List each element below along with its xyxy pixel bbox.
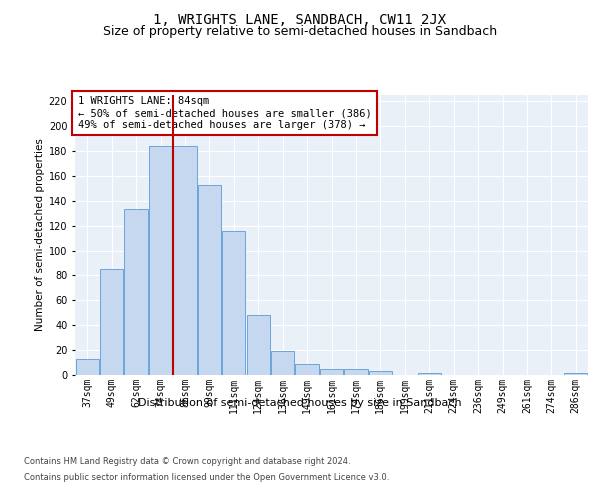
Text: Distribution of semi-detached houses by size in Sandbach: Distribution of semi-detached houses by … [138, 398, 462, 407]
Text: Size of property relative to semi-detached houses in Sandbach: Size of property relative to semi-detach… [103, 25, 497, 38]
Bar [418, 372, 441, 375]
Bar [271, 352, 294, 375]
Text: 1 WRIGHTS LANE: 84sqm
← 50% of semi-detached houses are smaller (386)
49% of sem: 1 WRIGHTS LANE: 84sqm ← 50% of semi-deta… [77, 96, 371, 130]
Bar [320, 369, 343, 375]
Y-axis label: Number of semi-detached properties: Number of semi-detached properties [35, 138, 44, 332]
Bar [295, 364, 319, 375]
Bar [344, 369, 368, 375]
Bar [149, 146, 172, 375]
Bar [564, 372, 587, 375]
Bar [100, 269, 123, 375]
Bar [222, 230, 245, 375]
Bar [247, 316, 270, 375]
Bar [76, 359, 99, 375]
Bar [173, 146, 197, 375]
Bar [124, 210, 148, 375]
Text: 1, WRIGHTS LANE, SANDBACH, CW11 2JX: 1, WRIGHTS LANE, SANDBACH, CW11 2JX [154, 12, 446, 26]
Text: Contains public sector information licensed under the Open Government Licence v3: Contains public sector information licen… [24, 472, 389, 482]
Text: Contains HM Land Registry data © Crown copyright and database right 2024.: Contains HM Land Registry data © Crown c… [24, 458, 350, 466]
Bar [369, 372, 392, 375]
Bar [198, 184, 221, 375]
